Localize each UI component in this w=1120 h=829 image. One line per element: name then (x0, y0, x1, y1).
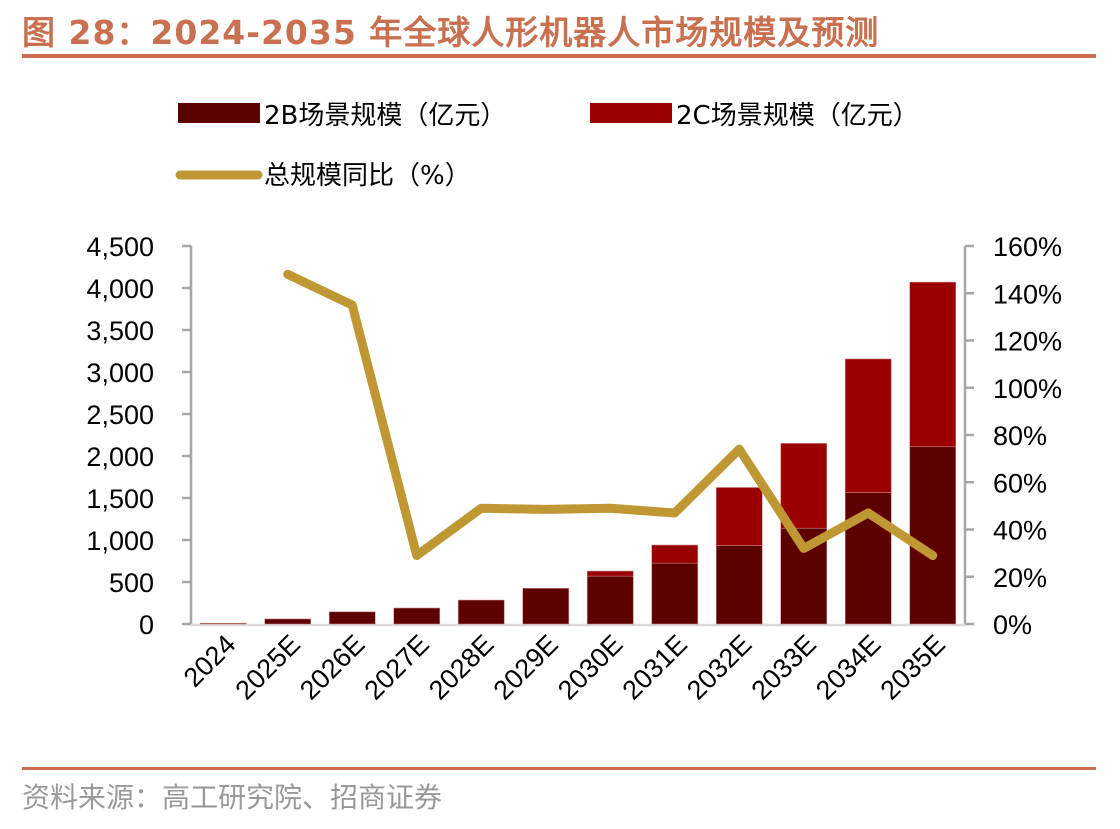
yoy-line-group (283, 269, 938, 560)
x-axis-labels: 20242025E2026E2027E2028E2029E2030E2031E2… (178, 629, 951, 705)
yoy-line (283, 269, 938, 560)
x-tick-label: 2030E (552, 629, 628, 705)
bar-2b-2028E (457, 599, 505, 625)
x-tick-label: 2035E (875, 629, 951, 705)
right-tick-label: 20% (993, 563, 1047, 593)
left-tick-label: 4,500 (86, 232, 154, 262)
left-tick-label: 2,000 (86, 442, 154, 472)
bar-2b-2030E (586, 575, 634, 625)
bar-2b-2026E (328, 611, 376, 625)
right-tick-label: 40% (993, 516, 1047, 546)
bar-2b-2031E (651, 562, 699, 625)
x-tick-label: 2031E (617, 629, 693, 705)
legend-entry-yoy: 总规模同比（%） (175, 161, 471, 191)
left-tick-label: 500 (109, 568, 154, 598)
title-divider (22, 54, 1096, 58)
x-tick-label: 2026E (294, 629, 370, 705)
bar-2b-2029E (522, 587, 570, 625)
bar-2c-2035E (909, 281, 957, 448)
legend-label-yoy: 总规模同比（%） (264, 161, 471, 191)
right-tick-label: 0% (993, 610, 1032, 640)
source-divider (22, 767, 1096, 770)
x-tick-label: 2033E (746, 629, 822, 705)
axes: 0 500 1,000 1,500 2,000 2,500 3,000 3,500 4,000 4… (86, 232, 1062, 640)
bar-2b-2024 (199, 622, 247, 625)
bars (199, 281, 957, 625)
bar-2b-2027E (393, 607, 441, 625)
right-tick-label: 100% (993, 374, 1062, 404)
left-tick-label: 1,000 (86, 526, 154, 556)
legend-entry-2c: 2C场景规模（亿元） (590, 101, 919, 131)
bar-2c-2034E (844, 358, 892, 493)
right-tick-label: 80% (993, 421, 1047, 451)
legend-label-2c: 2C场景规模（亿元） (676, 101, 919, 131)
bar-2b-2035E (909, 446, 957, 625)
x-tick-label: 2029E (488, 629, 564, 705)
legend: 2B场景规模（亿元） 2C场景规模（亿元） 总规模同比（%） (175, 101, 919, 191)
x-tick-label: 2028E (423, 629, 499, 705)
x-tick-label: 2032E (681, 629, 757, 705)
right-tick-label: 60% (993, 468, 1047, 498)
left-tick-label: 3,500 (86, 316, 154, 346)
left-tick-label: 4,000 (86, 274, 154, 304)
left-tick-label: 3,000 (86, 358, 154, 388)
source-note: 资料来源：高工研究院、招商证券 (22, 781, 443, 814)
left-tick-label: 1,500 (86, 484, 154, 514)
right-tick-label: 140% (993, 279, 1062, 309)
x-tick-label: 2034E (810, 629, 886, 705)
legend-swatch-2c (590, 103, 672, 123)
bar-2c-2033E (780, 443, 828, 529)
bar-2c-2031E (651, 544, 699, 564)
right-tick-label: 120% (993, 327, 1062, 357)
left-tick-label: 0 (139, 610, 154, 640)
legend-swatch-2b (178, 103, 260, 123)
right-tick-label: 160% (993, 232, 1062, 262)
x-tick-label: 2025E (230, 629, 306, 705)
left-tick-label: 2,500 (86, 400, 154, 430)
x-tick-label: 2027E (359, 629, 435, 705)
legend-entry-2b: 2B场景规模（亿元） (178, 101, 506, 131)
bar-2b-2025E (264, 618, 312, 625)
legend-label-2b: 2B场景规模（亿元） (264, 101, 506, 131)
bar-2c-2030E (586, 570, 634, 577)
bar-2c-2032E (715, 487, 763, 546)
bar-2b-2032E (715, 545, 763, 625)
figure-title: 图 28：2024-2035 年全球人形机器人市场规模及预测 (22, 13, 880, 52)
